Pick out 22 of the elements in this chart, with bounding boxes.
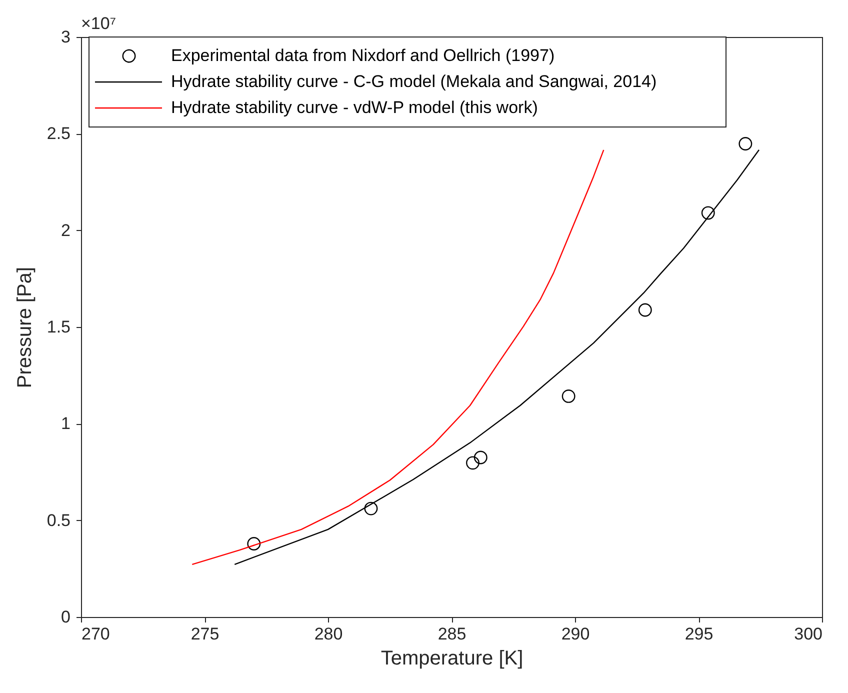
legend-label: Hydrate stability curve - vdW-P model (this work) (171, 98, 538, 117)
x-tick-label: 275 (190, 624, 220, 644)
x-axis-title: Temperature [K] (380, 648, 524, 670)
line-series (192, 149, 604, 566)
x-tick-label: 285 (438, 624, 466, 644)
x-tick-label: 290 (561, 624, 590, 644)
x-tick-label: 270 (82, 624, 110, 644)
y-axis-title: Pressure [Pa] (14, 266, 36, 388)
y-tick-label: 1 (61, 414, 70, 434)
y-tick-label: 2 (61, 220, 70, 240)
y-tick-label: 0.5 (46, 510, 70, 530)
legend-label: Experimental data from Nixdorf and Oellrich (1997) (171, 46, 555, 65)
x-tick-label: 295 (684, 624, 714, 644)
y-tick-label: 3 (61, 28, 70, 46)
y-tick-label: 0 (61, 608, 70, 626)
line-series (234, 149, 760, 566)
x-tick-label: 280 (314, 624, 343, 644)
legend-label: Hydrate stability curve - C-G model (Mekala and Sangwai, 2014) (171, 72, 657, 91)
y-tick-label: 2.5 (46, 124, 70, 144)
y-tick-label: 1.5 (46, 318, 70, 336)
text: ×10⁷ (81, 14, 116, 33)
x-tick-label: 300 (794, 624, 822, 644)
